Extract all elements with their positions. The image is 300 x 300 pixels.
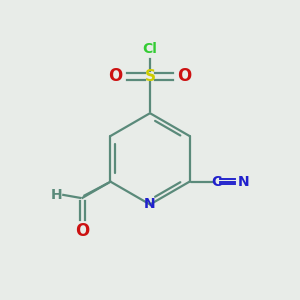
Text: O: O — [177, 68, 192, 85]
Text: C: C — [211, 175, 221, 189]
Text: S: S — [145, 69, 155, 84]
Text: H: H — [51, 188, 63, 202]
Text: O: O — [108, 68, 123, 85]
Text: N: N — [238, 175, 250, 189]
Text: N: N — [144, 197, 156, 212]
Text: Cl: Cl — [142, 42, 158, 56]
Text: O: O — [75, 222, 90, 240]
